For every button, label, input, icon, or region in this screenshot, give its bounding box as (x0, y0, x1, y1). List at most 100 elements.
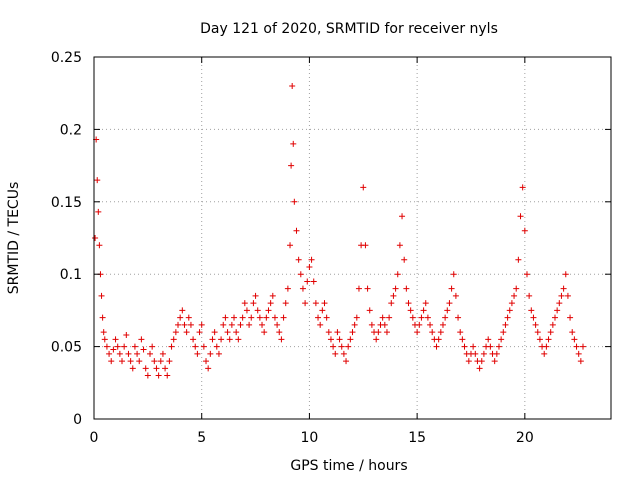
data-point (388, 300, 395, 307)
data-point (99, 314, 106, 321)
data-point (422, 300, 429, 307)
data-point (218, 336, 225, 343)
data-point (291, 198, 298, 205)
data-point (222, 314, 229, 321)
data-point (123, 332, 130, 339)
data-point (573, 343, 580, 350)
data-point (455, 314, 462, 321)
y-axis-label: SRMTID / TECUs (6, 182, 22, 295)
data-point (304, 278, 311, 285)
data-point (424, 314, 431, 321)
data-point (504, 314, 511, 321)
data-point (508, 300, 515, 307)
data-point (228, 321, 235, 328)
data-point (114, 343, 121, 350)
data-point (205, 365, 212, 372)
data-point (157, 358, 164, 365)
data-point (502, 321, 509, 328)
data-point (119, 358, 126, 365)
data-point (209, 336, 216, 343)
data-point (164, 372, 171, 379)
data-point (175, 321, 182, 328)
data-point (403, 285, 410, 292)
data-point (334, 329, 341, 336)
data-point (220, 321, 227, 328)
data-point (405, 300, 412, 307)
data-point (414, 329, 421, 336)
data-point (125, 350, 132, 357)
y-tick-label: 0.15 (51, 195, 82, 211)
data-point (190, 336, 197, 343)
data-point (461, 343, 468, 350)
data-point (179, 307, 186, 314)
data-point (379, 314, 386, 321)
data-point (138, 336, 145, 343)
data-point (293, 227, 300, 234)
data-point (100, 329, 107, 336)
data-point (575, 350, 582, 357)
data-point (278, 336, 285, 343)
data-point (523, 271, 530, 278)
data-point (362, 242, 369, 249)
data-point (368, 321, 375, 328)
data-point (267, 300, 274, 307)
data-point (444, 307, 451, 314)
data-point (250, 300, 257, 307)
data-point (302, 300, 309, 307)
data-point (226, 336, 233, 343)
data-point (450, 271, 457, 278)
data-point (95, 208, 102, 215)
data-point (338, 343, 345, 350)
data-point (129, 365, 136, 372)
data-point (246, 321, 253, 328)
data-point (149, 343, 156, 350)
data-point (491, 358, 498, 365)
data-point (446, 300, 453, 307)
data-point (181, 321, 188, 328)
data-point (215, 350, 222, 357)
data-point (194, 350, 201, 357)
data-point (101, 336, 108, 343)
chart-title: Day 121 of 2020, SRMTID for receiver nyl… (200, 21, 498, 37)
data-point (177, 314, 184, 321)
data-point (515, 256, 522, 263)
data-point (355, 285, 362, 292)
data-point (185, 314, 192, 321)
data-point (549, 321, 556, 328)
data-point (439, 321, 446, 328)
data-point (340, 350, 347, 357)
data-point (383, 329, 390, 336)
data-point (192, 343, 199, 350)
data-point (166, 358, 173, 365)
data-point (465, 358, 472, 365)
data-point (534, 329, 541, 336)
data-point (347, 336, 354, 343)
data-point (386, 314, 393, 321)
data-point (280, 314, 287, 321)
data-point (530, 314, 537, 321)
data-point (289, 82, 296, 89)
data-point (498, 336, 505, 343)
data-point (366, 307, 373, 314)
data-point (259, 321, 266, 328)
data-point (168, 343, 175, 350)
data-point (448, 285, 455, 292)
data-point (261, 329, 268, 336)
data-point (151, 358, 158, 365)
y-tick-labels: 0 0.05 0.1 0.15 0.2 0.25 (51, 50, 82, 428)
data-point (478, 358, 485, 365)
y-tick-label: 0.25 (51, 50, 82, 66)
data-point (140, 346, 147, 353)
data-point (183, 329, 190, 336)
data-point (290, 140, 297, 147)
data-point (155, 372, 162, 379)
data-point (480, 350, 487, 357)
data-point (375, 329, 382, 336)
data-point (562, 271, 569, 278)
data-point (506, 307, 513, 314)
data-point (394, 271, 401, 278)
x-axis-label: GPS time / hours (290, 458, 407, 474)
data-point (459, 336, 466, 343)
data-point (136, 358, 143, 365)
